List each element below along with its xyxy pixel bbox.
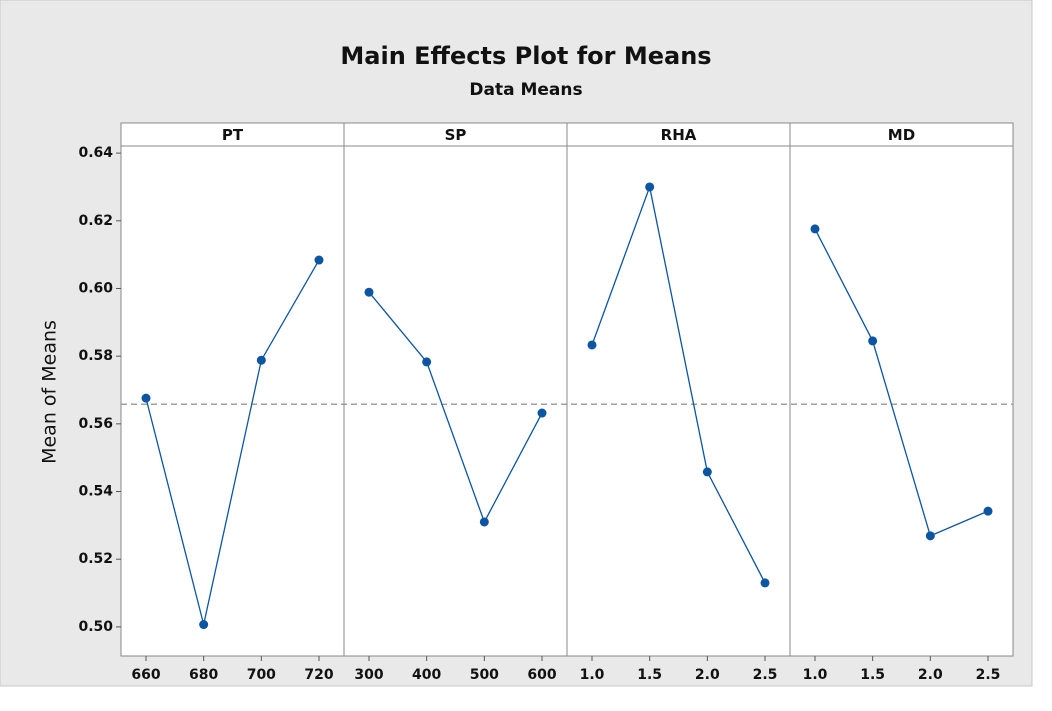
point bbox=[364, 287, 374, 297]
panel-title: RHA bbox=[661, 126, 697, 144]
x-tick-label: 600 bbox=[527, 667, 556, 683]
x-tick-label: 400 bbox=[412, 667, 441, 683]
x-tick-label: 720 bbox=[304, 667, 333, 683]
y-axis-label: Mean of Means bbox=[39, 320, 61, 464]
point bbox=[760, 578, 770, 588]
x-tick-label: 2.5 bbox=[753, 667, 778, 683]
y-tick-label: 0.58 bbox=[78, 348, 113, 364]
line bbox=[145, 259, 320, 625]
x-tick-label: 700 bbox=[247, 667, 276, 683]
point bbox=[199, 620, 209, 630]
x-tick-label: 2.5 bbox=[976, 667, 1001, 683]
point bbox=[868, 336, 878, 346]
point bbox=[422, 357, 432, 367]
point bbox=[256, 355, 266, 365]
y-tick-label: 0.54 bbox=[78, 484, 113, 500]
panel-header bbox=[789, 122, 1014, 147]
x-tick-label: 1.5 bbox=[637, 667, 662, 683]
point bbox=[479, 517, 489, 527]
y-tick-label: 0.52 bbox=[78, 551, 113, 567]
line bbox=[814, 228, 989, 537]
point bbox=[645, 182, 655, 192]
point bbox=[810, 224, 820, 234]
x-tick-label: 1.5 bbox=[860, 667, 885, 683]
panel-title: SP bbox=[445, 126, 467, 144]
x-tick-label: 680 bbox=[189, 667, 218, 683]
point bbox=[537, 408, 547, 418]
chart-subtitle: Data Means bbox=[469, 80, 582, 100]
chart-title: Main Effects Plot for Means bbox=[340, 42, 711, 70]
x-tick-label: 2.0 bbox=[918, 667, 943, 683]
panel-title: MD bbox=[888, 126, 915, 144]
point bbox=[587, 340, 597, 350]
x-tick-label: 1.0 bbox=[803, 667, 828, 683]
point bbox=[925, 531, 935, 541]
x-tick-label: 660 bbox=[131, 667, 160, 683]
y-tick-label: 0.64 bbox=[78, 145, 113, 161]
y-tick-label: 0.60 bbox=[78, 280, 113, 296]
line bbox=[368, 291, 543, 524]
x-tick-label: 500 bbox=[470, 667, 499, 683]
point bbox=[983, 506, 993, 516]
point bbox=[702, 467, 712, 477]
x-tick-label: 2.0 bbox=[695, 667, 720, 683]
y-tick-label: 0.50 bbox=[78, 619, 113, 635]
point bbox=[141, 393, 151, 403]
line bbox=[591, 184, 766, 584]
y-tick-label: 0.62 bbox=[78, 213, 113, 229]
panel-title: PT bbox=[222, 126, 244, 144]
point bbox=[314, 255, 324, 265]
y-tick-label: 0.56 bbox=[78, 416, 113, 432]
x-tick-label: 1.0 bbox=[580, 667, 605, 683]
x-tick-label: 300 bbox=[354, 667, 383, 683]
